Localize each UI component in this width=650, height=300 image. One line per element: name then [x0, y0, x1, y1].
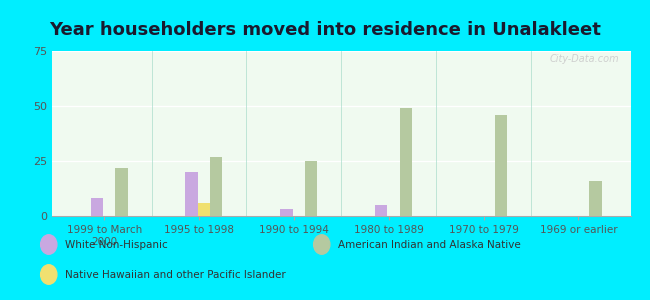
Bar — [210, 157, 222, 216]
Bar — [198, 203, 210, 216]
Bar — [400, 108, 412, 216]
Text: American Indian and Alaska Native: American Indian and Alaska Native — [338, 239, 521, 250]
Text: City-Data.com: City-Data.com — [549, 54, 619, 64]
Bar — [185, 172, 198, 216]
Bar — [590, 181, 602, 216]
Bar — [90, 198, 103, 216]
Bar — [375, 205, 387, 216]
Bar — [495, 115, 507, 216]
Bar — [280, 209, 292, 216]
Bar — [115, 168, 127, 216]
Bar — [305, 161, 317, 216]
Text: Year householders moved into residence in Unalakleet: Year householders moved into residence i… — [49, 21, 601, 39]
Text: Native Hawaiian and other Pacific Islander: Native Hawaiian and other Pacific Island… — [65, 269, 286, 280]
Text: White Non-Hispanic: White Non-Hispanic — [65, 239, 168, 250]
